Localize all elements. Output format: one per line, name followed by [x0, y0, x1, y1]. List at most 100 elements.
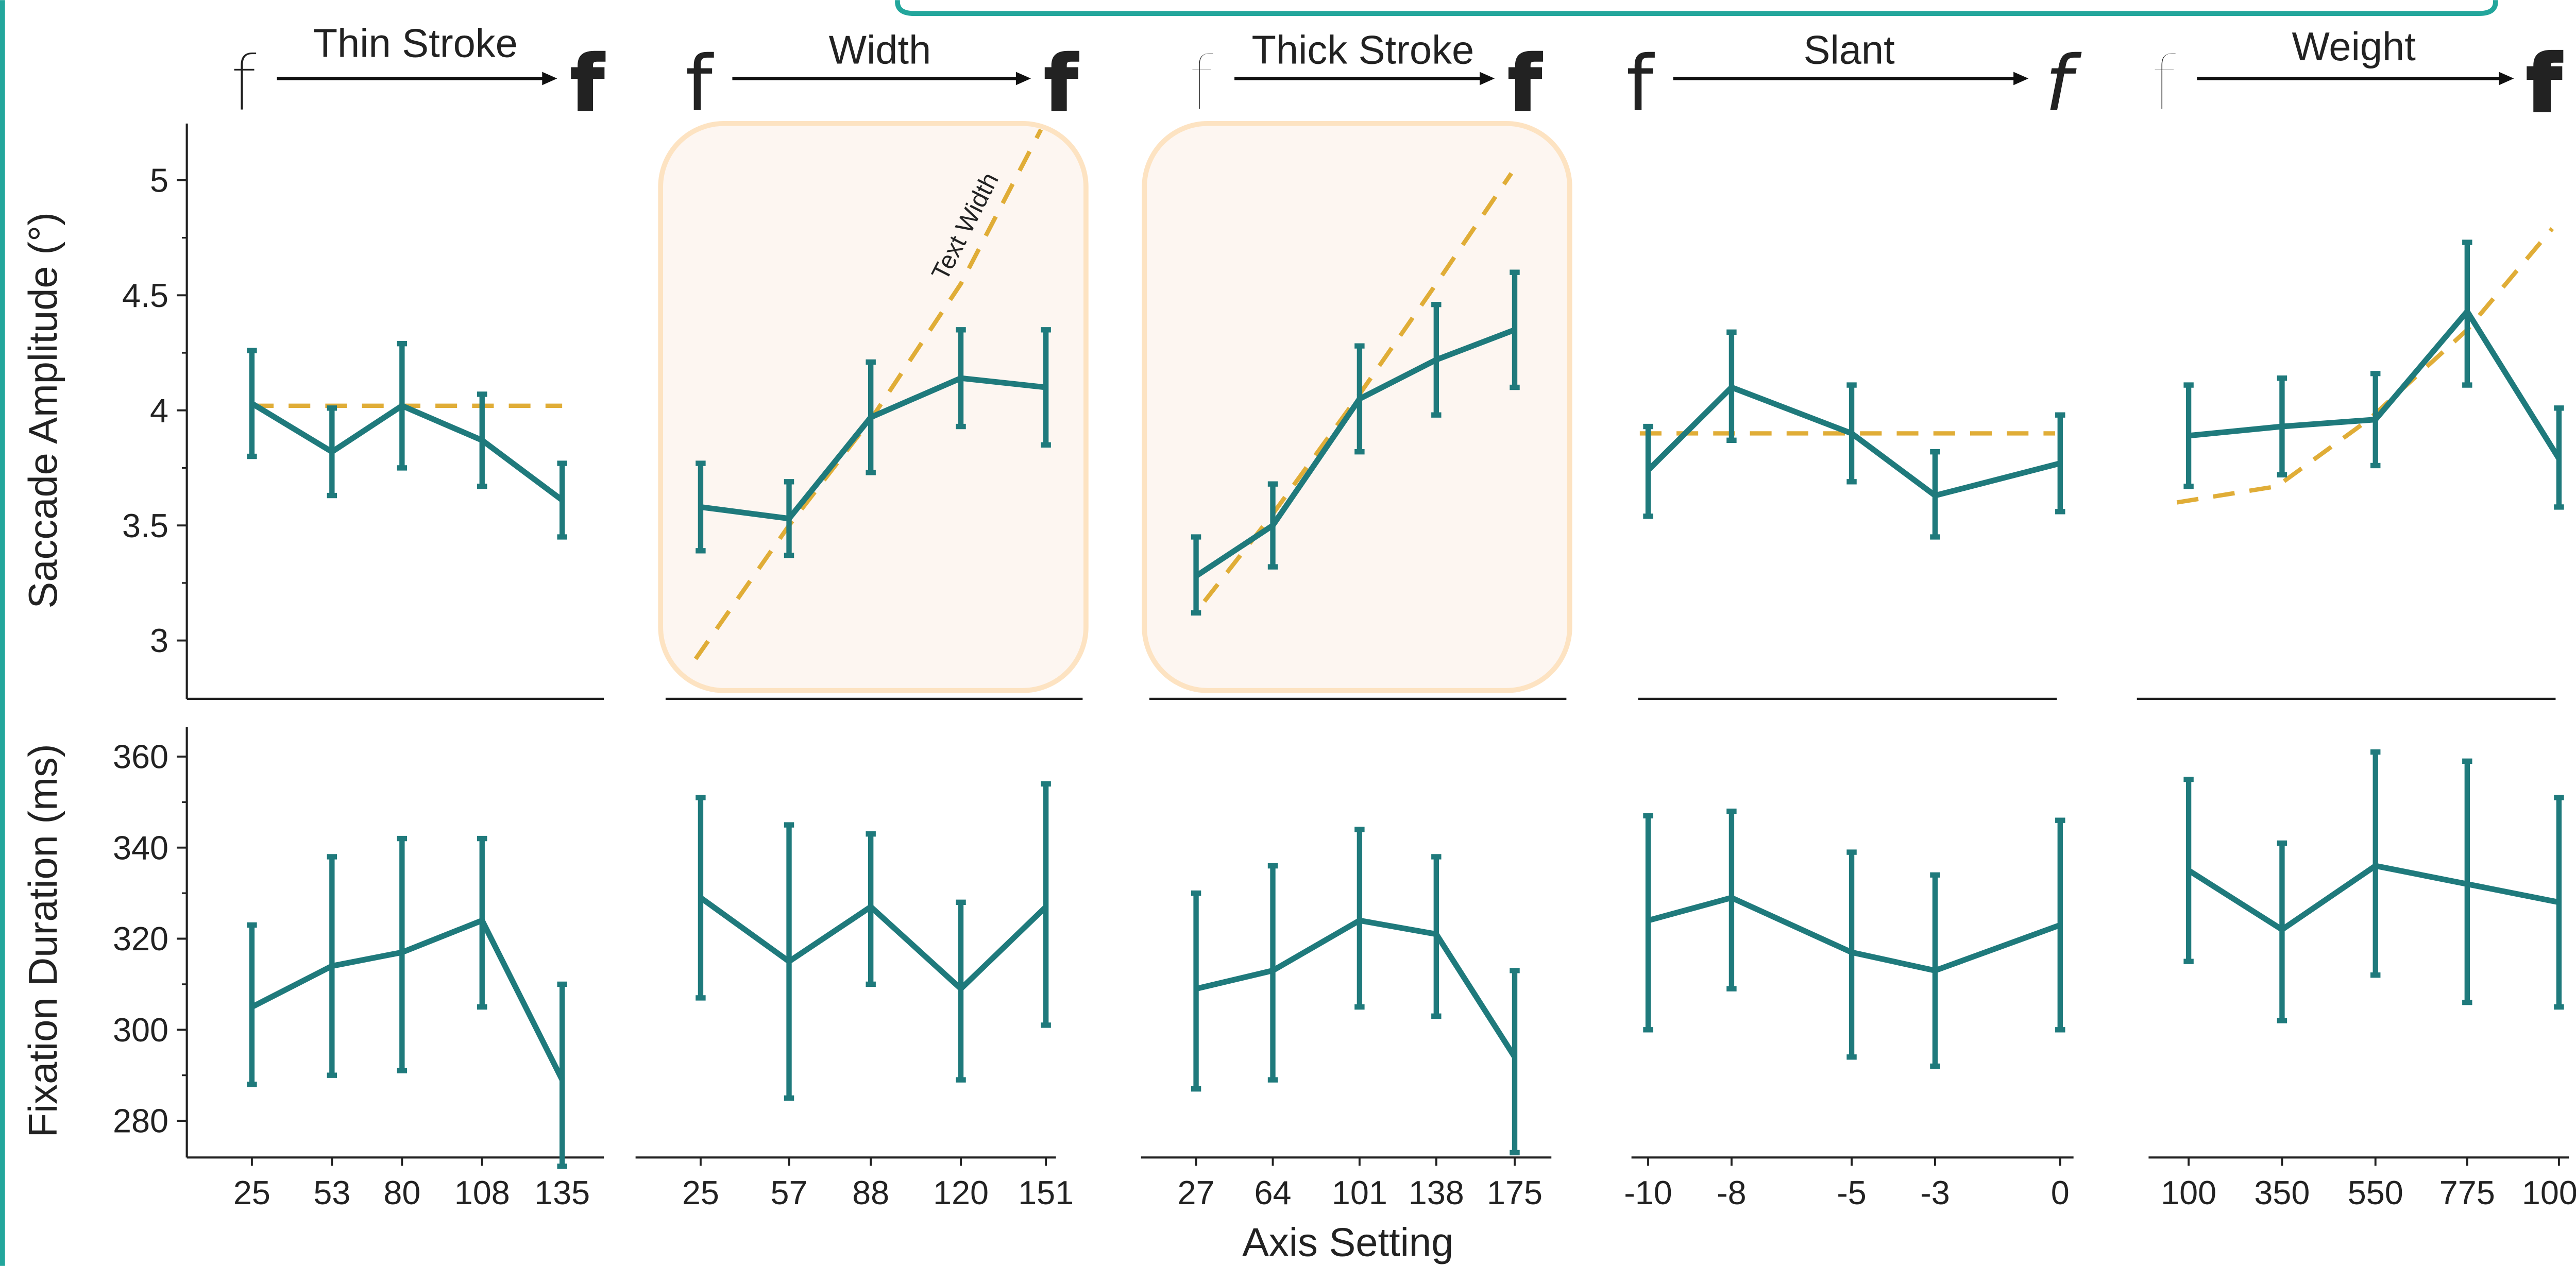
fixation-data-point	[1193, 986, 1199, 991]
saccade-data-point	[329, 449, 335, 455]
top-y-tick-label: 3.5	[122, 507, 168, 544]
x-tick-label: 108	[454, 1174, 510, 1211]
x-tick-label: 135	[534, 1174, 590, 1211]
fixation-data-point	[1357, 918, 1362, 923]
fixation-data-point	[249, 1004, 255, 1010]
bottom-y-tick-label: 300	[113, 1011, 168, 1049]
saccade-data-point	[479, 437, 485, 443]
fixation-data-point	[2279, 927, 2285, 932]
arrowhead-icon	[542, 72, 557, 85]
glyph-end-icon: f	[2527, 40, 2562, 129]
saccade-data-point	[698, 504, 703, 510]
reference-dashed-line	[2176, 227, 2554, 505]
glyph-start-icon: f	[230, 40, 257, 129]
fixation-data-point	[2556, 899, 2562, 905]
glyph-end-icon: f	[1508, 40, 1543, 129]
x-tick-label: 350	[2254, 1174, 2310, 1211]
saccade-data-point	[560, 498, 565, 503]
glyph-start-icon: f	[1188, 40, 1214, 129]
fixation-mean-line	[250, 917, 565, 1081]
fixation-data-point	[479, 918, 485, 923]
saccade-data-point	[786, 516, 792, 521]
x-tick-label: 64	[1254, 1174, 1291, 1211]
saccade-data-point	[2279, 424, 2285, 429]
x-tick-label: 101	[1332, 1174, 1387, 1211]
fixation-data-point	[1043, 904, 1049, 910]
saccade-data-point	[1512, 327, 1517, 333]
glyph-start-icon: f	[1626, 40, 1655, 129]
fixation-data-point	[868, 904, 874, 910]
fixation-ylabel: Fixation Duration (ms)	[21, 744, 65, 1137]
saccade-data-point	[2186, 433, 2191, 438]
arrowhead-icon	[1015, 72, 1031, 85]
saccade-data-point	[2556, 456, 2562, 461]
glyph-start-icon: f	[685, 40, 714, 129]
saccade-data-point	[2464, 309, 2470, 314]
x-tick-label: 775	[2439, 1174, 2495, 1211]
top-y-tick-label: 4	[150, 391, 168, 429]
x-tick-label: 0	[2051, 1174, 2070, 1211]
panel-title: Width	[829, 28, 931, 72]
fixation-data-point	[2372, 863, 2378, 868]
saccade-data-point	[1849, 431, 1854, 436]
x-tick-label: 27	[1178, 1174, 1215, 1211]
x-tick-label: -5	[1837, 1174, 1867, 1211]
saccade-data-point	[2057, 460, 2063, 466]
arrowhead-icon	[2013, 72, 2029, 85]
fixation-data-point	[2057, 922, 2063, 928]
x-tick-label: -8	[1717, 1174, 1747, 1211]
x-tick-label: -3	[1920, 1174, 1950, 1211]
fixation-data-point	[1646, 918, 1651, 923]
x-tick-label: 151	[1018, 1174, 1074, 1211]
saccade-ylabel: Saccade Amplitude (°)	[21, 212, 65, 608]
saccade-data-point	[2372, 417, 2378, 422]
left-border-strip	[0, 0, 5, 1266]
fixation-data-point	[958, 986, 963, 991]
panel-title: Slant	[1804, 28, 1895, 72]
fixation-data-point	[560, 1077, 565, 1083]
panel-slant: f f Slant -10 -8 -5 -3 0	[1624, 28, 2082, 1211]
fixation-data-point	[1849, 950, 1854, 955]
glyph-end-icon: f	[570, 40, 605, 129]
saccade-data-point	[249, 401, 255, 406]
saccade-data-point	[1933, 493, 1938, 498]
bottom-y-tick-label: 280	[113, 1102, 168, 1140]
x-tick-label: 100	[2161, 1174, 2216, 1211]
saccade-data-point	[1270, 523, 1276, 528]
fixation-data-point	[399, 950, 405, 955]
x-tick-label: 88	[852, 1174, 889, 1211]
fixation-data-point	[2464, 881, 2470, 887]
panel-weight: f f Weight 100 350 550 775 1000	[2137, 25, 2576, 1211]
x-tick-label: 550	[2348, 1174, 2403, 1211]
saccade-mean-line	[250, 401, 564, 503]
x-tick-label: 80	[383, 1174, 420, 1211]
fixation-data-point	[329, 963, 335, 969]
fixation-data-point	[1512, 1054, 1517, 1060]
x-tick-label: 120	[933, 1174, 989, 1211]
saccade-data-point	[1433, 357, 1439, 363]
fixation-data-point	[1433, 931, 1439, 937]
fixation-data-point	[786, 959, 792, 964]
fixation-data-point	[1270, 968, 1276, 973]
x-tick-label: 25	[233, 1174, 270, 1211]
x-tick-label: 138	[1409, 1174, 1464, 1211]
fixation-data-point	[1933, 968, 1938, 973]
bottom-y-tick-label: 360	[113, 738, 168, 776]
x-tick-label: 53	[313, 1174, 350, 1211]
top-y-tick-label: 4.5	[122, 277, 168, 314]
x-tick-label: 1000	[2522, 1174, 2576, 1211]
bottom-y-tick-label: 340	[113, 829, 168, 866]
arrowhead-icon	[2499, 72, 2514, 85]
x-tick-label: 175	[1487, 1174, 1543, 1211]
fixation-data-point	[2186, 868, 2191, 873]
x-tick-label: 57	[771, 1174, 808, 1211]
saccade-data-point	[868, 415, 874, 420]
top-frame-edge	[895, 0, 2498, 16]
saccade-data-point	[1193, 573, 1199, 579]
saccade-data-point	[1043, 385, 1049, 390]
saccade-data-point	[399, 403, 405, 408]
top-y-tick-label: 3	[150, 622, 168, 659]
fixation-mean-line	[1195, 917, 1517, 1059]
x-tick-label: 25	[682, 1174, 719, 1211]
fixation-data-point	[698, 895, 703, 900]
